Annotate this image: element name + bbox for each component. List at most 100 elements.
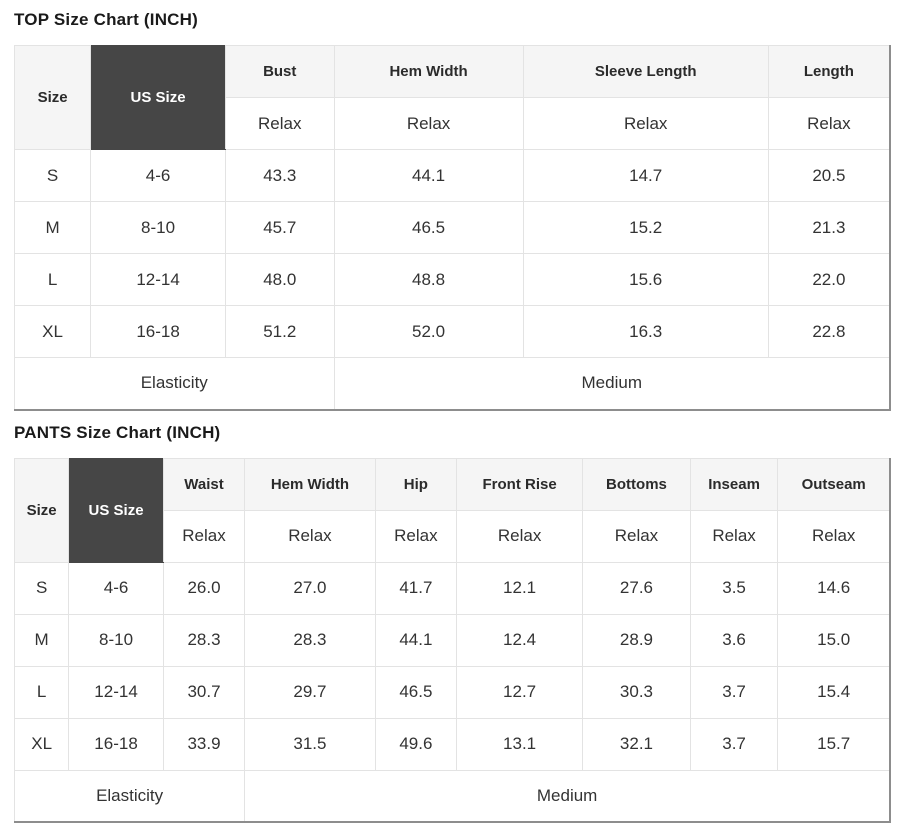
us-size-cell: 8-10 xyxy=(90,201,226,254)
value-cell: 3.7 xyxy=(689,717,779,771)
value-cell: 45.7 xyxy=(224,201,335,254)
pants-header-hip: Hip xyxy=(374,457,458,511)
pants-size-chart-table: Size US Size Waist Hem Width Hip Front R… xyxy=(13,457,891,823)
top-header-row: Size US Size Bust Hem Width Sleeve Lengt… xyxy=(13,45,891,150)
table-row: S 4-6 43.3 44.1 14.7 20.5 xyxy=(13,149,891,202)
value-cell: 28.9 xyxy=(582,613,691,667)
elasticity-label-cell: Elasticity xyxy=(14,357,335,410)
top-header-sleeve-length: Sleeve Length xyxy=(522,45,769,98)
elasticity-value-cell: Medium xyxy=(244,769,891,823)
value-cell: 3.7 xyxy=(689,665,779,719)
value-cell: 16.3 xyxy=(522,305,769,358)
top-size-chart-table: Size US Size Bust Hem Width Sleeve Lengt… xyxy=(13,45,891,411)
pants-header-row: Size US Size Waist Hem Width Hip Front R… xyxy=(13,457,891,563)
elasticity-value-cell: Medium xyxy=(333,357,891,410)
value-cell: 26.0 xyxy=(162,561,246,615)
value-cell: 12.4 xyxy=(456,613,584,667)
value-cell: 22.8 xyxy=(767,305,891,358)
value-cell: 22.0 xyxy=(767,253,891,306)
value-cell: 30.3 xyxy=(582,665,691,719)
table-row: M 8-10 45.7 46.5 15.2 21.3 xyxy=(13,201,891,254)
value-cell: 12.7 xyxy=(456,665,584,719)
value-cell: 15.6 xyxy=(522,253,769,306)
value-cell: 12.1 xyxy=(456,561,584,615)
size-cell: M xyxy=(13,613,70,667)
elasticity-row: Elasticity Medium xyxy=(13,769,891,823)
fit-cell: Relax xyxy=(374,509,458,563)
top-header-hem-width: Hem Width xyxy=(333,45,524,98)
us-size-cell: 4-6 xyxy=(90,149,226,202)
value-cell: 20.5 xyxy=(767,149,891,202)
fit-cell: Relax xyxy=(224,97,335,150)
top-chart-title: TOP Size Chart (INCH) xyxy=(14,10,198,29)
fit-cell: Relax xyxy=(456,509,584,563)
pants-us-size-corner-cell: US Size xyxy=(68,457,164,563)
pants-header-front-rise: Front Rise xyxy=(456,457,584,511)
pants-header-inseam: Inseam xyxy=(689,457,779,511)
table-row: XL 16-18 51.2 52.0 16.3 22.8 xyxy=(13,305,891,358)
value-cell: 29.7 xyxy=(244,665,376,719)
value-cell: 14.7 xyxy=(522,149,769,202)
value-cell: 49.6 xyxy=(374,717,458,771)
value-cell: 33.9 xyxy=(162,717,246,771)
us-size-cell: 16-18 xyxy=(68,717,164,771)
value-cell: 44.1 xyxy=(333,149,524,202)
top-header-length: Length xyxy=(767,45,891,98)
pants-header-hem-width: Hem Width xyxy=(244,457,376,511)
fit-cell: Relax xyxy=(522,97,769,150)
value-cell: 14.6 xyxy=(777,561,891,615)
fit-cell: Relax xyxy=(162,509,246,563)
size-cell: XL xyxy=(13,717,70,771)
pants-header-outseam: Outseam xyxy=(777,457,891,511)
value-cell: 52.0 xyxy=(333,305,524,358)
value-cell: 15.0 xyxy=(777,613,891,667)
value-cell: 15.4 xyxy=(777,665,891,719)
top-header-bust: Bust xyxy=(224,45,335,98)
value-cell: 32.1 xyxy=(582,717,691,771)
table-row: XL 16-18 33.9 31.5 49.6 13.1 32.1 3.7 15… xyxy=(13,717,891,771)
size-cell: XL xyxy=(13,305,92,358)
top-fit-row: Relax Relax Relax Relax xyxy=(15,97,891,150)
pants-chart-title: PANTS Size Chart (INCH) xyxy=(14,422,221,442)
value-cell: 3.5 xyxy=(689,561,779,615)
value-cell: 27.0 xyxy=(244,561,376,615)
value-cell: 13.1 xyxy=(456,717,584,771)
top-size-corner-cell: Size xyxy=(13,45,92,150)
value-cell: 46.5 xyxy=(333,201,524,254)
table-row: S 4-6 26.0 27.0 41.7 12.1 27.6 3.5 14.6 xyxy=(13,561,891,615)
value-cell: 51.2 xyxy=(224,305,335,358)
us-size-cell: 8-10 xyxy=(68,613,164,667)
us-size-cell: 4-6 xyxy=(68,561,164,615)
fit-cell: Relax xyxy=(689,509,779,563)
value-cell: 44.1 xyxy=(374,613,458,667)
value-cell: 27.6 xyxy=(582,561,691,615)
value-cell: 31.5 xyxy=(244,717,376,771)
value-cell: 48.0 xyxy=(224,253,335,306)
size-chart-page: TOP Size Chart (INCH) Size US Size Bust … xyxy=(13,0,891,823)
elasticity-row: Elasticity Medium xyxy=(14,357,891,410)
fit-cell: Relax xyxy=(777,509,891,563)
top-us-size-corner-cell: US Size xyxy=(90,45,226,150)
size-cell: L xyxy=(13,253,92,306)
table-row: M 8-10 28.3 28.3 44.1 12.4 28.9 3.6 15.0 xyxy=(13,613,891,667)
pants-size-corner-cell: Size xyxy=(13,457,70,563)
size-cell: S xyxy=(13,561,70,615)
value-cell: 15.7 xyxy=(777,717,891,771)
elasticity-label-cell: Elasticity xyxy=(13,769,246,823)
fit-cell: Relax xyxy=(582,509,691,563)
size-cell: S xyxy=(13,149,92,202)
value-cell: 21.3 xyxy=(767,201,891,254)
value-cell: 28.3 xyxy=(162,613,246,667)
value-cell: 46.5 xyxy=(374,665,458,719)
value-cell: 28.3 xyxy=(244,613,376,667)
pants-fit-row: Relax Relax Relax Relax Relax Relax Rela… xyxy=(15,509,891,563)
value-cell: 15.2 xyxy=(522,201,769,254)
fit-cell: Relax xyxy=(333,97,524,150)
value-cell: 3.6 xyxy=(689,613,779,667)
value-cell: 48.8 xyxy=(333,253,524,306)
us-size-cell: 16-18 xyxy=(90,305,226,358)
value-cell: 43.3 xyxy=(224,149,335,202)
fit-cell: Relax xyxy=(244,509,376,563)
fit-cell: Relax xyxy=(767,97,891,150)
value-cell: 30.7 xyxy=(162,665,246,719)
